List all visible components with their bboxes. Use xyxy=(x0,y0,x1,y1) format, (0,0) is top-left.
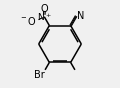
Text: N: N xyxy=(77,11,85,21)
Text: O: O xyxy=(41,4,48,14)
Text: $^-$O: $^-$O xyxy=(19,15,37,26)
Text: Br: Br xyxy=(34,70,45,80)
Text: $\mathregular{N}^+$: $\mathregular{N}^+$ xyxy=(37,11,52,23)
